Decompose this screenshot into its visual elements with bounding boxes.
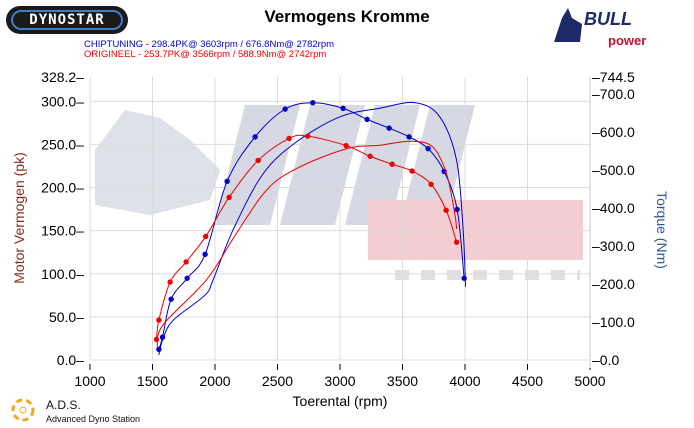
y-axis-label: Motor Vermogen (pk) (11, 152, 27, 284)
watermark-bull-icon (95, 110, 220, 215)
data-point-origineel (183, 259, 189, 265)
x-tick-label: 3500 (387, 373, 418, 389)
ads-subtitle: Advanced Dyno Station (46, 414, 141, 424)
data-point-origineel (305, 133, 311, 139)
y2-tick-label: –400.0 (592, 200, 635, 216)
data-point-chiptuning (406, 134, 412, 140)
data-point-chiptuning (461, 275, 467, 281)
y2-tick-label: –500.0 (592, 162, 635, 178)
x-tick-label: 2500 (262, 373, 293, 389)
data-point-origineel (167, 279, 173, 285)
y-tick-label: 50.0– (49, 309, 84, 325)
y2-tick-label: –300.0 (592, 238, 635, 254)
dynostar-logo-text: DYNOSTAR (11, 10, 123, 30)
bullpower-logo: BULL power (554, 8, 646, 48)
chart-title: Vermogens Kromme (264, 7, 430, 26)
y-tick-label: 300.0– (41, 93, 84, 109)
data-point-chiptuning (340, 105, 346, 112)
data-point-origineel (443, 207, 449, 213)
data-point-origineel (226, 194, 232, 201)
y2-axis-label: Torque (Nm) (654, 191, 670, 269)
data-point-chiptuning (310, 100, 316, 106)
watermark-letter-l1 (345, 105, 420, 225)
watermark-letter-b (215, 105, 300, 225)
data-point-chiptuning (386, 125, 392, 131)
data-point-origineel (389, 161, 395, 167)
y-tick-label: 200.0– (41, 180, 84, 196)
y-tick-label: 250.0– (41, 136, 84, 152)
data-point-chiptuning (282, 106, 288, 112)
y2-tick-label: –744.5 (592, 69, 635, 85)
ads-brand: A.D.S. (46, 398, 81, 412)
y-tick-label: 150.0– (41, 223, 84, 239)
y-tick-label: 0.0– (57, 352, 84, 368)
data-point-origineel (453, 239, 460, 245)
y2-tick-label: –700.0 (592, 86, 635, 102)
data-point-origineel (343, 142, 349, 149)
data-point-chiptuning (184, 275, 190, 281)
legend-chiptuning: CHIPTUNING - 298.4PK@ 3603rpm / 676.8Nm@… (84, 39, 335, 50)
bull-icon (554, 8, 582, 42)
x-tick-label: 1500 (137, 373, 168, 389)
y2-tick-label: –600.0 (592, 124, 635, 140)
x-tick-label: 4000 (449, 373, 480, 389)
x-tick-label: 4500 (512, 373, 543, 389)
data-point-origineel (156, 317, 162, 323)
data-point-chiptuning (168, 296, 174, 302)
x-tick-label: 1000 (74, 373, 105, 389)
power-logo-text: power (608, 33, 646, 48)
data-point-chiptuning (156, 346, 162, 353)
data-point-chiptuning (364, 116, 370, 123)
series-line-chiptuning-power (158, 101, 466, 355)
data-point-chiptuning (425, 145, 431, 152)
y-tick-label: 100.0– (41, 266, 84, 282)
x-tick-label: 5000 (574, 373, 605, 389)
bullpower-watermark (95, 105, 583, 280)
series-line-origineel-power (156, 140, 458, 348)
x-axis-label: Toerental (rpm) (293, 393, 388, 409)
watermark-letter-u (280, 105, 365, 225)
legend-origineel: ORIGINEEL - 253.7PK@ 3566rpm / 588.9Nm@ … (84, 49, 327, 60)
y-tick-label: 328.2– (41, 69, 84, 85)
data-point-origineel (428, 181, 434, 188)
x-tick-label: 3000 (324, 373, 355, 389)
y2-tick-label: –100.0 (592, 314, 635, 330)
dynostar-logo: DYNOSTAR (6, 6, 128, 34)
data-point-origineel (203, 233, 209, 240)
data-point-chiptuning (454, 206, 460, 213)
series-line-origineel-torque (156, 134, 458, 340)
ads-logo-icon (11, 398, 35, 422)
data-point-origineel (153, 336, 160, 343)
x-tick-label: 2000 (199, 373, 230, 389)
data-point-chiptuning (252, 134, 258, 140)
data-point-chiptuning (224, 178, 230, 185)
y2-tick-label: –0.0 (592, 352, 619, 368)
y2-tick-label: –200.0 (592, 276, 635, 292)
watermark-letter-l2 (400, 105, 475, 225)
data-point-chiptuning (202, 251, 208, 258)
data-point-origineel (409, 168, 415, 174)
data-point-origineel (255, 157, 261, 164)
data-point-chiptuning (159, 334, 166, 340)
data-point-origineel (286, 135, 292, 142)
bull-logo-text: BULL (584, 9, 632, 29)
data-point-origineel (367, 153, 373, 159)
watermark-power-block (368, 200, 583, 260)
